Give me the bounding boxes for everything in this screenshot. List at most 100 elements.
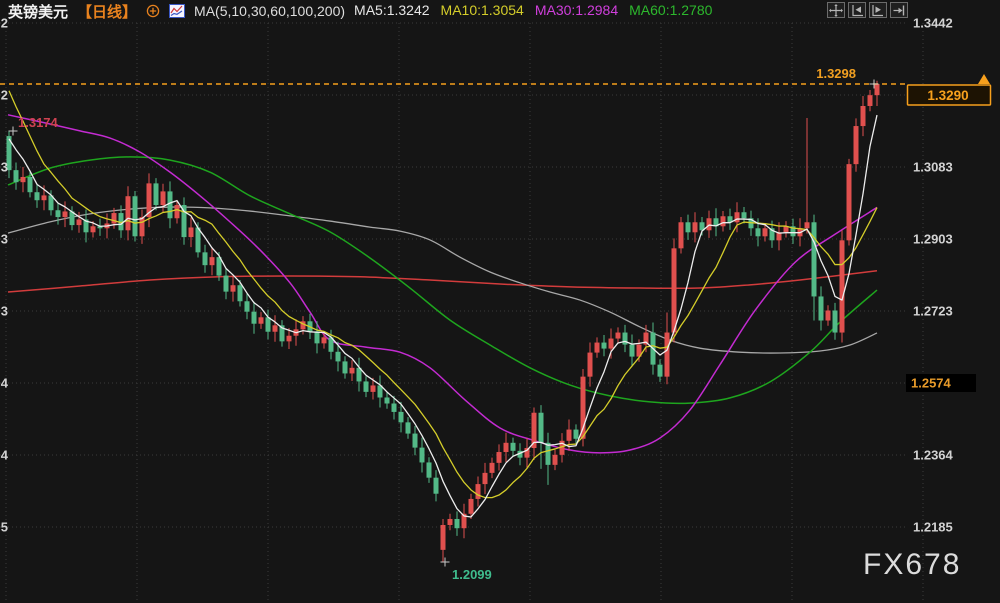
candle-body[interactable]	[846, 164, 852, 241]
candle-body[interactable]	[818, 296, 824, 321]
candle-body[interactable]	[202, 252, 208, 266]
candle-body[interactable]	[503, 442, 509, 453]
candle-body[interactable]	[167, 191, 173, 219]
candle-body[interactable]	[776, 232, 782, 241]
candle-body[interactable]	[573, 429, 579, 439]
candle-body[interactable]	[384, 397, 390, 404]
candle-body[interactable]	[482, 472, 488, 485]
candle-body[interactable]	[447, 518, 453, 525]
candle-body[interactable]	[433, 477, 439, 494]
candle-body[interactable]	[657, 364, 663, 377]
candle-body[interactable]	[727, 216, 733, 223]
candle-body[interactable]	[398, 411, 404, 423]
candle-body[interactable]	[699, 222, 705, 231]
candle-body[interactable]	[195, 227, 201, 253]
candle-body[interactable]	[55, 210, 61, 218]
candle-body[interactable]	[342, 361, 348, 374]
candle-body[interactable]	[419, 447, 425, 463]
candle-body[interactable]	[825, 310, 831, 321]
candle-body[interactable]	[377, 385, 383, 398]
candle-body[interactable]	[867, 95, 873, 106]
candle-body[interactable]	[349, 367, 355, 374]
candle-body[interactable]	[209, 257, 215, 266]
candle-body[interactable]	[461, 513, 467, 529]
candle-body[interactable]	[20, 176, 26, 183]
candle-body[interactable]	[629, 344, 635, 357]
candle-body[interactable]	[272, 325, 278, 332]
candle-body[interactable]	[804, 222, 810, 229]
candle-body[interactable]	[118, 213, 124, 231]
candle-body[interactable]	[741, 212, 747, 219]
candle-body[interactable]	[692, 222, 698, 233]
candle-body[interactable]	[391, 403, 397, 412]
candle-body[interactable]	[426, 462, 432, 478]
crosshair-icon[interactable]	[827, 2, 845, 18]
candle-body[interactable]	[496, 452, 502, 463]
candle-body[interactable]	[566, 429, 572, 441]
candle-body[interactable]	[34, 192, 40, 201]
candle-body[interactable]	[370, 385, 376, 392]
candle-body[interactable]	[734, 212, 740, 223]
candle-body[interactable]	[132, 196, 138, 237]
candle-body[interactable]	[314, 331, 320, 344]
candle-body[interactable]	[188, 227, 194, 238]
candle-body[interactable]	[489, 462, 495, 473]
candle-body[interactable]	[265, 317, 271, 332]
candle-body[interactable]	[230, 285, 236, 292]
candle-body[interactable]	[328, 337, 334, 352]
candle-body[interactable]	[279, 325, 285, 342]
candle-body[interactable]	[755, 228, 761, 237]
candle-body[interactable]	[454, 518, 460, 529]
candle-body[interactable]	[90, 226, 96, 233]
candle-body[interactable]	[783, 226, 789, 233]
candle-body[interactable]	[594, 342, 600, 353]
line-chart-icon[interactable]	[169, 4, 186, 18]
candle-body[interactable]	[356, 367, 362, 382]
candle-body[interactable]	[517, 450, 523, 458]
candle-body[interactable]	[615, 332, 621, 339]
candle-body[interactable]	[244, 301, 250, 312]
candle-body[interactable]	[321, 337, 327, 344]
candle-body[interactable]	[125, 196, 131, 231]
candle-body[interactable]	[678, 222, 684, 249]
add-indicator-button[interactable]	[146, 4, 160, 18]
candle-body[interactable]	[587, 352, 593, 377]
candle-body[interactable]	[153, 183, 159, 206]
candle-body[interactable]	[720, 216, 726, 227]
candle-body[interactable]	[832, 310, 838, 333]
candle-body[interactable]	[286, 335, 292, 342]
candle-body[interactable]	[559, 440, 565, 455]
candle-body[interactable]	[258, 317, 264, 324]
candle-body[interactable]	[860, 105, 866, 127]
candle-body[interactable]	[811, 222, 817, 297]
candle-body[interactable]	[874, 83, 880, 96]
candle-body[interactable]	[83, 219, 89, 233]
candle-body[interactable]	[146, 183, 152, 218]
candle-body[interactable]	[839, 240, 845, 333]
candle-body[interactable]	[643, 332, 649, 345]
candle-body[interactable]	[335, 351, 341, 362]
candle-body[interactable]	[664, 332, 670, 377]
go-to-latest-icon[interactable]	[890, 2, 908, 18]
candle-body[interactable]	[139, 217, 145, 237]
candle-body[interactable]	[251, 311, 257, 324]
candle-body[interactable]	[671, 248, 677, 333]
candle-body[interactable]	[468, 498, 474, 514]
candle-body[interactable]	[475, 484, 481, 499]
candle-body[interactable]	[608, 338, 614, 349]
scale-right-icon[interactable]	[869, 2, 887, 18]
candle-body[interactable]	[601, 342, 607, 349]
candle-body[interactable]	[300, 321, 306, 330]
candle-body[interactable]	[160, 191, 166, 206]
candle-body[interactable]	[545, 442, 551, 465]
candle-body[interactable]	[181, 205, 187, 238]
scale-left-icon[interactable]	[848, 2, 866, 18]
candle-body[interactable]	[111, 213, 117, 224]
candle-body[interactable]	[580, 376, 586, 439]
candle-body[interactable]	[41, 195, 47, 201]
candle-body[interactable]	[510, 442, 516, 451]
candle-body[interactable]	[790, 226, 796, 237]
candle-body[interactable]	[13, 170, 19, 183]
candle-body[interactable]	[223, 275, 229, 292]
candle-body[interactable]	[685, 222, 691, 233]
